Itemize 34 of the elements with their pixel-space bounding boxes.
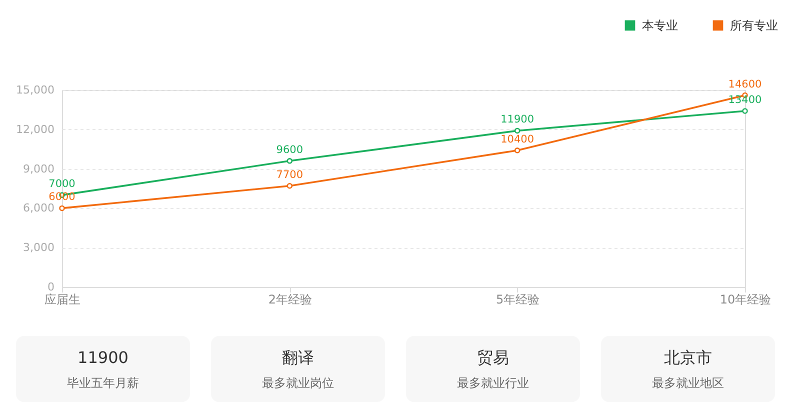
y-tick-label: 6,000 — [23, 202, 54, 215]
point — [286, 158, 293, 164]
y-tick-label: 0 — [48, 280, 54, 294]
y-tick-label: 12,000 — [16, 122, 54, 136]
text: 翻译 — [282, 348, 314, 367]
y-tick-label: 3,000 — [23, 241, 54, 254]
text: 毕业五年月薪 — [67, 376, 139, 390]
x-tick-label: 应届生 — [44, 292, 80, 306]
text: 最多就业行业 — [457, 376, 529, 390]
text: 11900 — [78, 348, 128, 367]
data-label: 6000 — [48, 191, 76, 204]
data-label: 9600 — [276, 144, 304, 156]
text: 最多就业地区 — [652, 376, 724, 390]
point — [514, 128, 520, 134]
y-tick-label: 15,000 — [16, 84, 54, 96]
x-tick-label: 10年经验 — [720, 292, 772, 306]
point — [59, 205, 65, 212]
data-label: 13400 — [728, 94, 762, 106]
legend-label: 所有专业 — [730, 18, 778, 32]
x-tick-label: 2年经验 — [268, 292, 312, 306]
data-label: 14600 — [728, 78, 762, 90]
text: 北京市 — [664, 348, 712, 367]
x-tick-label: 5年经验 — [496, 292, 540, 306]
point — [742, 108, 748, 114]
point — [514, 148, 520, 154]
text: 贸易 — [477, 348, 509, 367]
data-label: 7000 — [48, 178, 76, 190]
legend-label: 本专业 — [642, 18, 678, 32]
data-label: 7700 — [276, 168, 304, 181]
data-label: 10400 — [500, 133, 534, 146]
text: 最多就业岗位 — [262, 376, 334, 390]
point — [286, 182, 293, 189]
data-label: 11900 — [500, 114, 534, 126]
y-tick-label: 9,000 — [23, 162, 54, 176]
